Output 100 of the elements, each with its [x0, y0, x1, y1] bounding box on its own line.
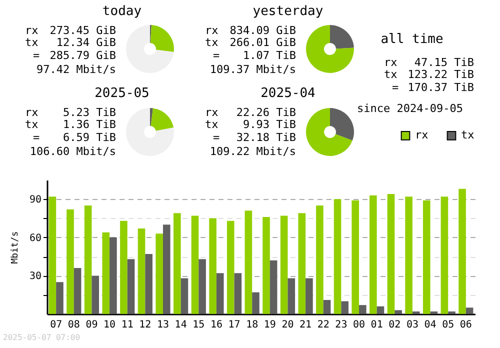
text: 273.45 GiB [50, 24, 116, 37]
x-tick-label: 07 [50, 320, 62, 330]
x-tick-label: 17 [228, 320, 240, 330]
bar [334, 199, 342, 314]
text: rx [384, 56, 398, 69]
bar [448, 311, 456, 314]
legend-label: rx [415, 128, 429, 142]
bar [180, 278, 188, 314]
bar [405, 196, 412, 314]
text: 106.60 Mbit/s [30, 145, 116, 158]
text: 266.01 GiB [230, 36, 296, 49]
bar [352, 200, 359, 314]
text: 109.37 Mbit/s [210, 63, 296, 76]
bar [306, 278, 313, 314]
text: since 2024-09-05 [357, 102, 463, 115]
x-tick-label: 12 [139, 320, 152, 330]
text: 47.15 TiB [414, 56, 474, 69]
chart-title: today [102, 4, 142, 19]
x-tick-label: 16 [210, 320, 222, 330]
bar [359, 305, 366, 314]
chart-title: 2025-05 [94, 86, 150, 101]
x-tick-label: 23 [335, 320, 348, 330]
text: 109.22 Mbit/s [210, 145, 296, 158]
text: rx [205, 106, 218, 119]
bar [466, 308, 474, 314]
x-tick-label: 19 [264, 320, 276, 330]
bar [376, 306, 384, 314]
bar [280, 216, 288, 314]
bar [288, 278, 296, 314]
bar [394, 310, 402, 314]
bar [127, 259, 135, 314]
text: = [33, 49, 40, 62]
x-tick-label: 05 [442, 320, 454, 330]
text: 834.09 GiB [230, 24, 296, 37]
bar [341, 301, 348, 314]
text: = [33, 131, 40, 144]
x-tick-label: 13 [156, 320, 170, 330]
text: tx [25, 36, 38, 49]
text: 123.22 TiB [408, 68, 474, 81]
text: 6.59 TiB [63, 131, 116, 144]
y-axis-title: Mbit/s [10, 231, 20, 264]
bar [74, 268, 82, 314]
bar [440, 196, 448, 314]
bar [422, 200, 430, 314]
bar [244, 210, 252, 314]
y-tick-label: 90 [29, 194, 42, 206]
text: all time [380, 32, 444, 47]
bar [84, 206, 92, 314]
bar [110, 237, 117, 314]
x-tick-label: 11 [121, 320, 134, 330]
bar [102, 232, 110, 314]
text: rx [25, 106, 38, 119]
text: rx [25, 24, 38, 37]
bar [138, 228, 146, 314]
text: 9.93 TiB [243, 118, 296, 131]
y-tick-label: 60 [29, 232, 42, 244]
bar [226, 220, 234, 314]
x-tick-label: 00 [352, 320, 366, 330]
bar [174, 213, 181, 314]
x-tick-label: 18 [246, 320, 258, 330]
x-tick-label: 06 [460, 320, 472, 330]
bar [252, 292, 260, 314]
donut-slice [126, 25, 174, 73]
donut-slice [150, 108, 154, 126]
text: = [213, 49, 220, 62]
x-tick-label: 03 [406, 320, 418, 330]
x-tick-label: 20 [282, 320, 294, 330]
bar [387, 194, 395, 314]
text: tx [384, 68, 398, 81]
bar [234, 273, 242, 314]
donut-slice [150, 108, 174, 131]
chart-title: 2025-04 [260, 86, 316, 101]
donut-slice [150, 25, 174, 52]
text: tx [205, 118, 218, 131]
bar [92, 276, 100, 314]
donut-slice [330, 25, 354, 49]
text: tx [205, 36, 218, 49]
donut-slice [306, 25, 354, 73]
bar [191, 216, 199, 314]
bar [262, 217, 270, 314]
x-tick-label: 04 [424, 320, 436, 330]
bar [316, 206, 324, 314]
x-tick-label: 08 [68, 320, 80, 330]
text: = [392, 81, 399, 94]
bar [145, 254, 152, 314]
text: 12.34 GiB [56, 36, 116, 49]
text: 22.26 TiB [236, 106, 296, 119]
bar [209, 218, 216, 314]
bar [56, 282, 64, 314]
bar [156, 234, 163, 314]
x-tick-label: 02 [388, 320, 401, 330]
x-tick-label: 09 [86, 320, 98, 330]
text: 97.42 Mbit/s [36, 63, 116, 76]
donut-slice [306, 108, 352, 156]
bar [323, 300, 331, 314]
y-tick-label: 30 [29, 271, 42, 282]
text: 1.36 TiB [63, 118, 116, 131]
x-tick-label: 10 [104, 320, 116, 330]
donut-slice [330, 108, 354, 141]
x-tick-label: 22 [317, 320, 330, 330]
